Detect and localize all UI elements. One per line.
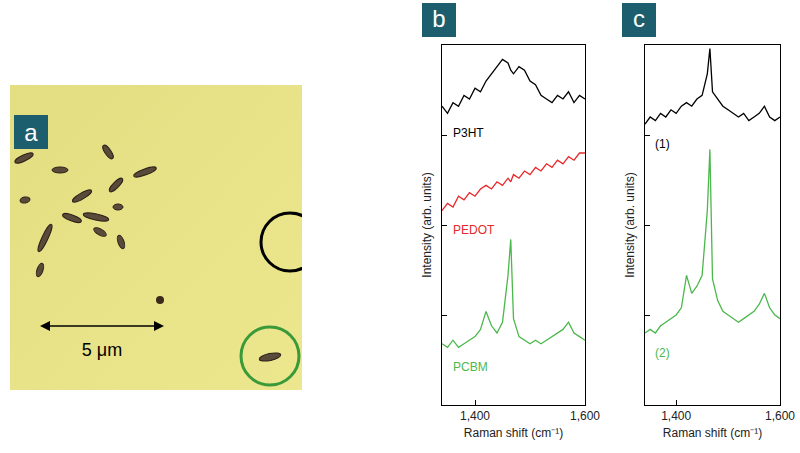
svg-text:1,600: 1,600 [765,409,795,423]
html-text:b: b [432,5,446,32]
svg-text:1,400: 1,400 [460,409,490,423]
svg-text:Raman shift (cm⁻¹): Raman shift (cm⁻¹) [663,426,762,440]
svg-text:1,400: 1,400 [661,409,691,423]
svg-text:PEDOT: PEDOT [453,223,495,237]
svg-text:a: a [24,119,38,146]
svg-text:Intensity (arb. units): Intensity (arb. units) [623,172,637,277]
svg-text:PCBM: PCBM [453,360,488,374]
svg-text:(1): (1) [655,137,670,151]
svg-text:(2): (2) [655,346,670,360]
svg-text:5 μm: 5 μm [82,340,122,360]
svg-text:P3HT: P3HT [453,126,484,140]
svg-text:Intensity (arb. units): Intensity (arb. units) [420,172,434,277]
html-text:c: c [633,5,645,32]
svg-text:1,600: 1,600 [570,409,600,423]
svg-text:Raman shift (cm⁻¹): Raman shift (cm⁻¹) [464,426,563,440]
